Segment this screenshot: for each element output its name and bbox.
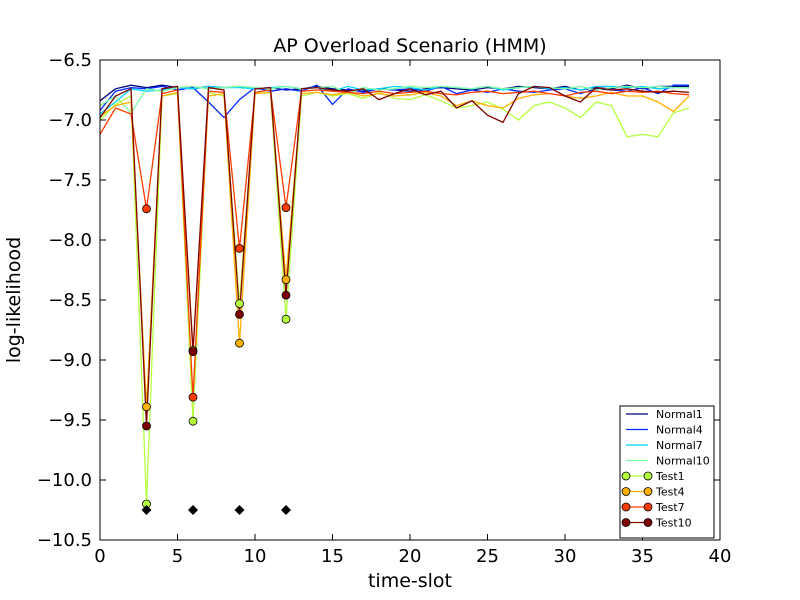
x-tick-label: 0	[94, 546, 105, 567]
series-layer	[99, 84, 690, 505]
data-point-test4	[281, 275, 291, 285]
legend-label-normal4: Normal4	[656, 424, 703, 437]
data-point-test10	[142, 421, 151, 431]
legend-label-normal1: Normal1	[656, 408, 703, 421]
legend-label-normal7: Normal7	[656, 439, 703, 452]
y-tick-label: −10.5	[37, 530, 92, 551]
x-axis-title: time-slot	[368, 570, 452, 592]
legend-label-test1: Test1	[655, 470, 685, 483]
y-tick-label: −9.5	[48, 410, 92, 431]
x-tick-label: 10	[244, 546, 267, 567]
data-point-test1	[281, 314, 291, 324]
data-point-test1	[235, 299, 244, 309]
series-line-test10	[99, 85, 690, 427]
anomaly-marker	[141, 505, 152, 515]
y-tick-label: −8.0	[48, 230, 92, 251]
y-axis-title: log-likelihood	[3, 237, 25, 363]
x-tick-label: 15	[321, 546, 344, 567]
legend-marker	[643, 471, 653, 481]
data-point-test7	[235, 243, 244, 253]
x-tick-label: 25	[476, 546, 499, 567]
x-tick-label: 5	[172, 546, 183, 567]
legend-marker	[643, 502, 653, 512]
series-line-normal10	[99, 85, 689, 114]
legend-marker	[643, 487, 653, 496]
data-point-test7	[188, 392, 198, 402]
legend-marker	[621, 518, 631, 527]
plot-area	[100, 60, 720, 540]
data-point-test1	[188, 416, 198, 426]
y-tick-label: −8.5	[48, 290, 92, 311]
x-tick-label: 40	[709, 546, 732, 567]
data-point-test10	[188, 347, 198, 357]
data-point-test10	[281, 290, 291, 300]
data-point-test4	[235, 338, 244, 348]
legend-box	[619, 405, 715, 539]
legend-marker	[621, 471, 631, 481]
x-tick-label: 35	[631, 546, 654, 567]
tick-layer: 0 5 10 15 20 25 30 35 40 −6.5 −7.0 −7.5 −8.0 −8.5 −9.0…	[37, 50, 732, 567]
legend-label-normal10: Normal10	[656, 455, 710, 468]
legend-marker	[621, 502, 631, 512]
x-tick-label: 20	[399, 546, 422, 567]
anomaly-marker	[234, 505, 245, 515]
data-point-test7	[142, 204, 151, 214]
legend-label-test4: Test4	[655, 486, 685, 499]
series-line-test1	[99, 91, 690, 505]
x-tick-label: 30	[554, 546, 577, 567]
y-tick-label: −7.0	[48, 110, 92, 131]
plot-frame	[99, 59, 721, 541]
legend-label-test10: Test10	[655, 517, 692, 530]
y-tick-label: −7.5	[48, 170, 92, 191]
y-tick-label: −6.5	[48, 50, 92, 71]
legend: Normal1 Normal4 Normal7 Normal10 Test1 Test4 T…	[619, 405, 715, 539]
series-line-normal4	[99, 84, 689, 119]
series-line-normal7	[99, 85, 689, 115]
data-point-test7	[281, 203, 291, 213]
data-point-test4	[142, 402, 151, 412]
marker-layer	[141, 203, 291, 515]
legend-marker	[643, 518, 653, 527]
legend-marker	[621, 487, 631, 496]
y-tick-label: −9.0	[48, 350, 92, 371]
anomaly-marker	[281, 505, 291, 515]
anomaly-marker	[188, 505, 198, 515]
y-tick-label: −10.0	[37, 470, 92, 491]
chart-title: AP Overload Scenario (HMM)	[273, 35, 546, 57]
data-point-test10	[235, 309, 244, 319]
legend-label-test7: Test7	[655, 501, 685, 514]
